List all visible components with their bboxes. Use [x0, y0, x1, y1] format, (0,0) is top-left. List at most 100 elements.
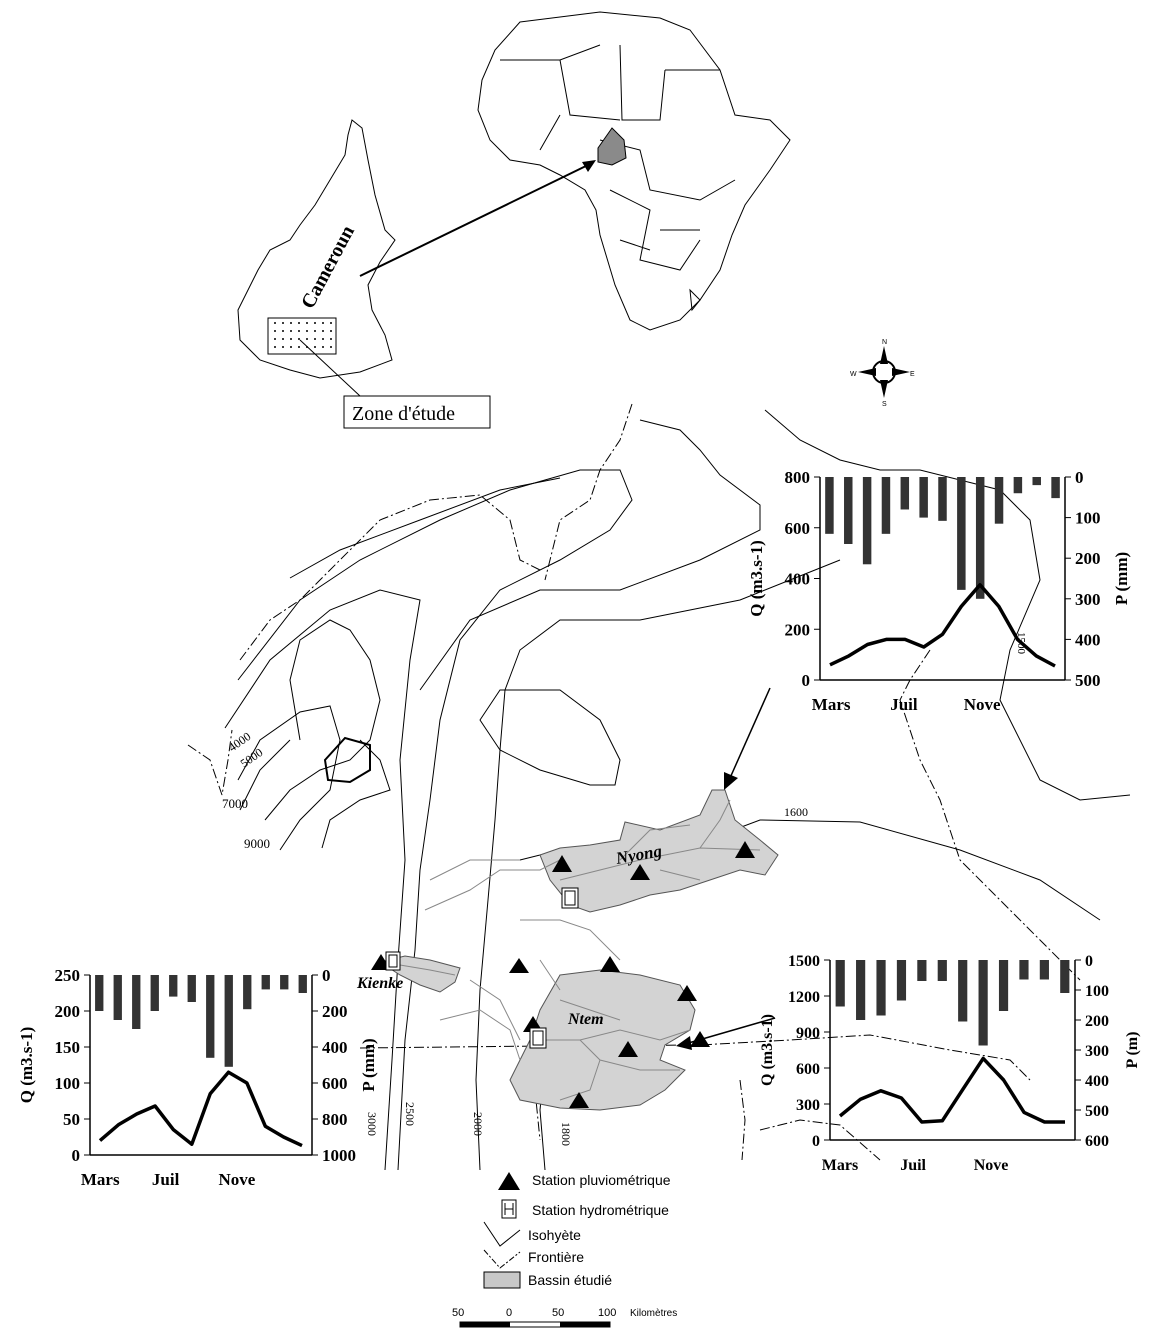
precip-bar [835, 960, 845, 1007]
precip-bar [169, 975, 178, 997]
precip-bar [1032, 477, 1041, 486]
chart-kienke: 0 50 100 150 200 250 0 200 400 600 800 1000 Mars Juil… [17, 966, 378, 1189]
legend-label: Bassin étudié [528, 1272, 612, 1288]
y-tick-label: 400 [785, 570, 811, 589]
x-tick-label: Juil [900, 1157, 926, 1174]
isohyet-label: 2000 [471, 1112, 485, 1136]
triangle-icon [509, 958, 529, 973]
x-tick-label: Nove [964, 695, 1001, 714]
basin-polygons [378, 789, 779, 1111]
precip-bar [95, 975, 104, 1011]
compass-rose-icon: N S E W [850, 339, 915, 408]
y-axis-label: Q (m3.s-1) [759, 1014, 776, 1086]
discharge-line [98, 1070, 303, 1148]
border-line-icon [483, 1249, 521, 1269]
precip-bar [900, 477, 910, 510]
y-tick-label: 200 [785, 620, 811, 639]
basin-label-kienke: Kienke [356, 975, 403, 992]
y2-axis-label: P (mm) [1112, 552, 1131, 605]
y-tick-label: 600 [785, 519, 811, 538]
y-tick-label: 800 [785, 468, 811, 487]
y-tick-label: 1200 [788, 989, 820, 1006]
y2-tick-label: 0 [1075, 468, 1084, 487]
hydrometric-station-icon [501, 1199, 517, 1219]
zone-label-box [343, 395, 491, 429]
y-axis-label: Q (m3.s-1) [747, 540, 766, 616]
compass-e: E [910, 371, 915, 378]
y-tick-label: 200 [55, 1002, 81, 1021]
scale-tick: 50 [452, 1307, 464, 1319]
precip-bar [876, 960, 886, 1016]
y-tick-label: 1500 [788, 953, 820, 970]
y-tick-label: 250 [55, 966, 81, 985]
scale-unit: Kilomètres [630, 1308, 677, 1319]
precip-bar [881, 477, 891, 534]
y-tick-label: 100 [55, 1074, 81, 1093]
basin-label-ntem: Ntem [567, 1011, 604, 1028]
isohyet-label: 1600 [784, 805, 808, 819]
river-network [399, 799, 761, 1101]
precip-bar [261, 975, 270, 990]
y-axis-label: Q (m3.s-1) [17, 1027, 36, 1103]
x-tick-label: Juil [152, 1170, 180, 1189]
legend-label: Station hydrométrique [532, 1202, 669, 1218]
isohyet-label: 3000 [365, 1112, 379, 1136]
precip-bar [958, 960, 968, 1022]
y2-axis-label: P (m) [1124, 1032, 1141, 1069]
precip-bar [937, 960, 947, 981]
compass-n: N [882, 339, 887, 346]
precip-bar [975, 477, 985, 599]
y-tick-label: 50 [63, 1110, 80, 1129]
zone-label: Zone d'étude [352, 403, 455, 425]
cameroon-label: Cameroun [297, 222, 359, 312]
y2-tick-label: 300 [1085, 1043, 1109, 1060]
y2-tick-label: 200 [1085, 1013, 1109, 1030]
precip-bar [938, 477, 947, 521]
precip-bar [280, 975, 289, 990]
precip-bar [919, 477, 928, 518]
y-tick-label: 600 [796, 1061, 820, 1078]
triangle-icon [630, 864, 650, 880]
isohyet-lines [224, 409, 1131, 1171]
hydro-stations [385, 887, 579, 1049]
precip-bar [206, 975, 215, 1058]
isohyet-label: 2500 [403, 1102, 417, 1126]
triangle-icon [552, 855, 572, 872]
y2-tick-label: 600 [322, 1074, 348, 1093]
precip-bar [224, 975, 233, 1067]
y-tick-label: 0 [72, 1146, 81, 1165]
y2-tick-label: 400 [1085, 1073, 1109, 1090]
y-tick-label: 0 [802, 671, 811, 690]
cameroon-highlight [597, 127, 627, 166]
precip-bar [1019, 960, 1029, 980]
scale-tick: 100 [598, 1307, 616, 1319]
chart-nyong: 0 200 400 600 800 0 100 200 300 400 500 Mars Juil Nov… [747, 468, 1131, 714]
y2-tick-label: 500 [1085, 1103, 1109, 1120]
nyong-basin [539, 789, 779, 913]
y2-axis-label: P (mm) [359, 1038, 378, 1091]
y2-tick-label: 400 [322, 1038, 348, 1057]
legend-label: Isohyète [528, 1227, 581, 1243]
chart-ntem: 0 300 600 900 1200 1500 0 100 200 300 400 500 600 Mar… [759, 953, 1141, 1174]
x-tick-label: Nove [974, 1157, 1009, 1174]
y-tick-label: 300 [796, 1097, 820, 1114]
legend-label: Frontière [528, 1249, 584, 1265]
legend: Station pluviométrique Station hydrométr… [483, 1172, 671, 1289]
triangle-icon [600, 956, 620, 972]
triangle-icon [498, 1172, 520, 1190]
compass-w: W [850, 371, 857, 378]
scale-tick: 0 [506, 1307, 512, 1319]
precip-bar [1051, 477, 1060, 499]
isohyet-label: 5000 [238, 745, 266, 770]
triangle-icon [569, 1092, 589, 1108]
chart-pointer-arrows [676, 687, 776, 1050]
precip-bar [844, 477, 853, 544]
y2-tick-label: 200 [322, 1002, 348, 1021]
precip-bar [243, 975, 252, 1010]
y2-tick-label: 1000 [322, 1146, 356, 1165]
triangle-icon [735, 841, 755, 858]
discharge-line [829, 583, 1056, 668]
precip-bar [187, 975, 196, 1002]
y2-tick-label: 0 [1085, 953, 1093, 970]
